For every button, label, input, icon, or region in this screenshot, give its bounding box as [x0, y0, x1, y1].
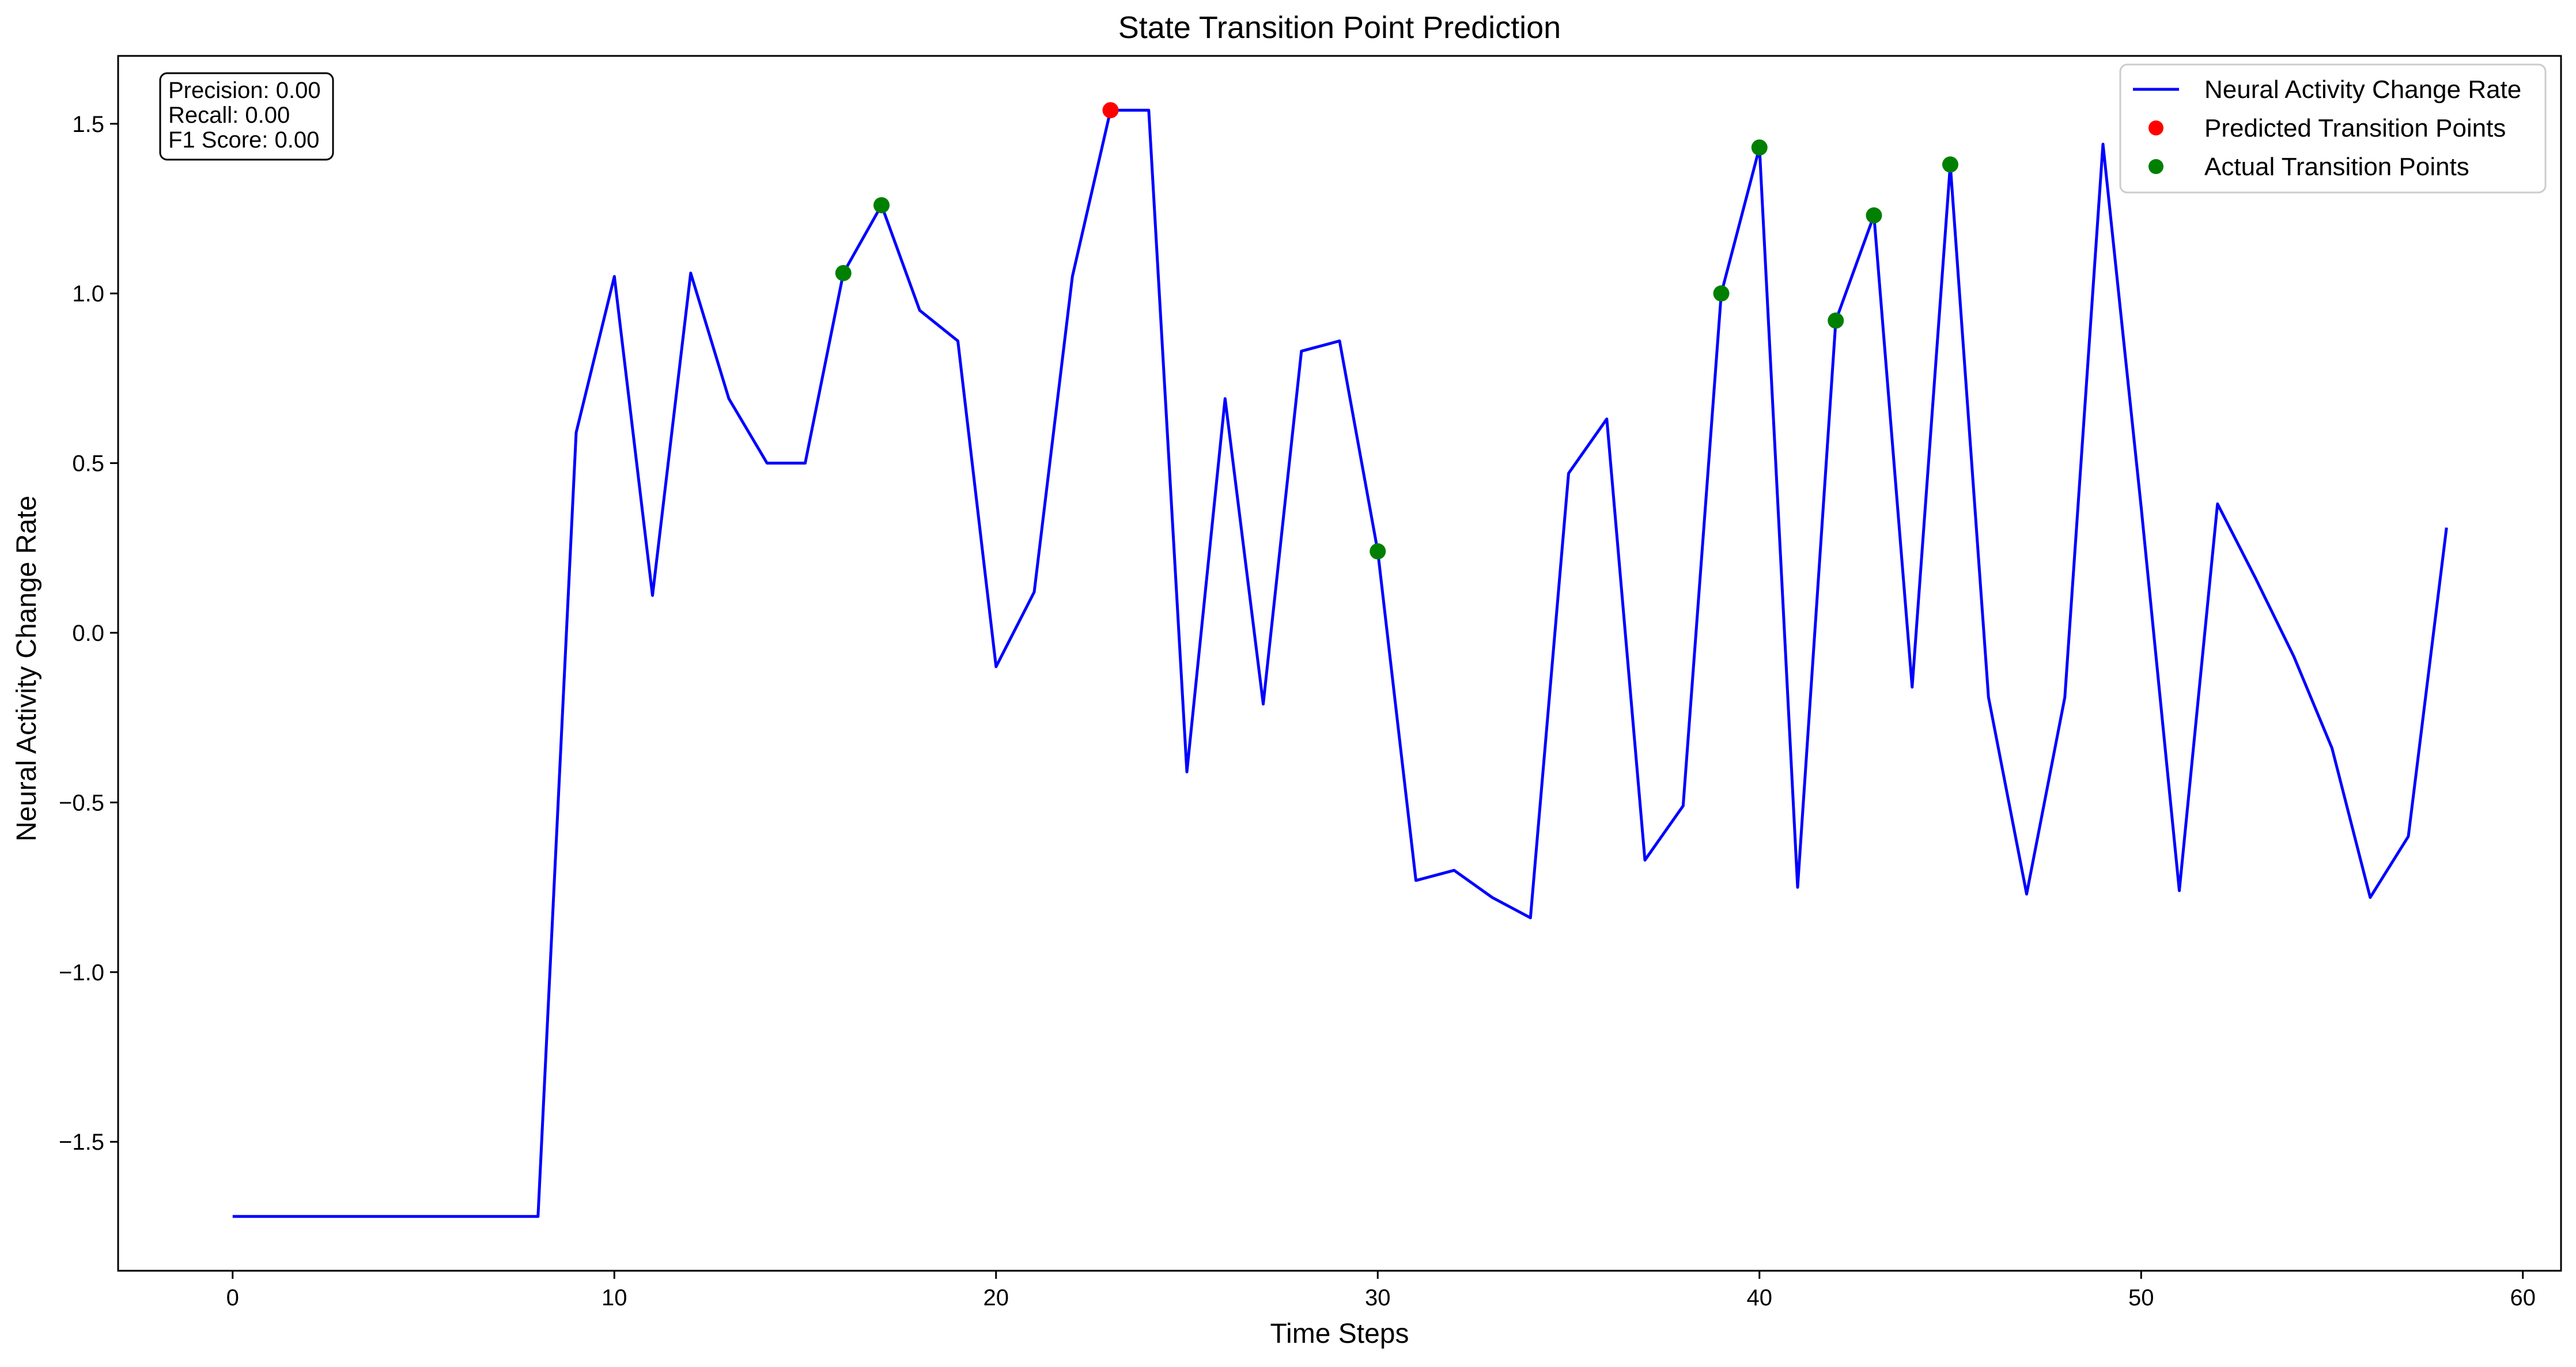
x-tick-label: 40	[1747, 1285, 1773, 1311]
actual-transition-point	[1713, 285, 1730, 302]
legend-series-label: Neural Activity Change Rate	[2204, 75, 2521, 104]
actual-transition-point	[835, 265, 852, 281]
legend-actual-marker	[2148, 159, 2163, 174]
y-axis-label: Neural Activity Change Rate	[12, 496, 42, 841]
actual-transition-point	[1828, 312, 1844, 329]
series-line-neural-activity	[232, 108, 2448, 1218]
y-tick-label: −0.5	[59, 790, 104, 815]
actual-transition-point	[873, 197, 890, 214]
legend: Neural Activity Change Rate Predicted Tr…	[2119, 63, 2547, 194]
legend-actual-label: Actual Transition Points	[2204, 153, 2469, 181]
transition-points-layer	[835, 102, 1958, 560]
x-tick-label: 30	[1365, 1285, 1391, 1311]
x-tick-label: 0	[226, 1285, 239, 1311]
plot-frame	[117, 55, 2562, 1272]
actual-transition-point	[1370, 543, 1386, 560]
predicted-transition-point	[1102, 102, 1119, 119]
chart-title: State Transition Point Prediction	[1118, 10, 1561, 45]
y-tick-label: 0.5	[72, 451, 104, 477]
y-tick-label: 0.0	[72, 621, 104, 646]
actual-transition-point	[1751, 139, 1768, 156]
y-tick-label: 1.5	[72, 112, 104, 137]
legend-predicted-marker	[2148, 120, 2163, 135]
legend-predicted-label: Predicted Transition Points	[2204, 114, 2506, 142]
x-tick-label: 50	[2128, 1285, 2154, 1311]
y-tick-label: 1.0	[72, 281, 104, 307]
x-axis-label: Time Steps	[1270, 1319, 1409, 1349]
precision-text: Precision: 0.00	[168, 78, 321, 103]
y-tick-label: −1.5	[59, 1130, 104, 1155]
f1-score-text: F1 Score: 0.00	[168, 127, 319, 153]
x-tick-label: 60	[2510, 1285, 2536, 1311]
metrics-box: Precision: 0.00 Recall: 0.00 F1 Score: 0…	[159, 72, 334, 161]
y-tick-label: −1.0	[59, 960, 104, 985]
metrics-box-border	[159, 72, 334, 161]
x-tick-label: 20	[984, 1285, 1009, 1311]
legend-box	[2119, 63, 2547, 194]
axis-ticks: 0 10 20 30 40 50 60 −1.5 −1.0 −0.5 0.0 0.5 1.0 1.5	[59, 112, 2536, 1311]
x-tick-label: 10	[602, 1285, 627, 1311]
actual-transition-point	[1866, 207, 1882, 224]
actual-transition-point	[1942, 156, 1958, 173]
series-layer	[232, 108, 2448, 1218]
recall-text: Recall: 0.00	[168, 103, 290, 128]
